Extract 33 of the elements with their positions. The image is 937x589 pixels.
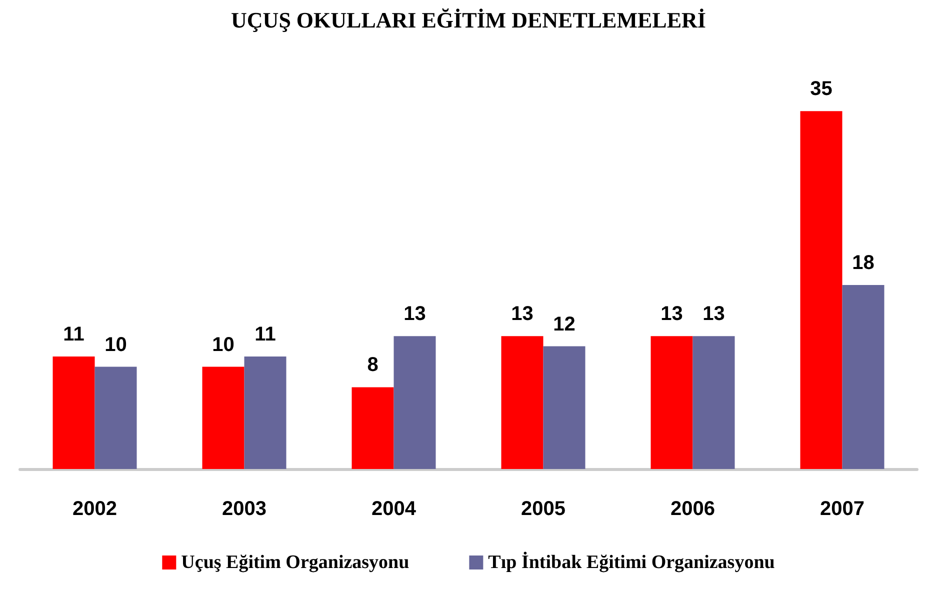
- bar: [94, 366, 137, 469]
- data-label: 13: [702, 303, 725, 326]
- bar: [52, 356, 95, 469]
- bar: [800, 111, 842, 469]
- data-label: 10: [212, 334, 234, 356]
- data-label: 8: [367, 354, 378, 376]
- x-tick-label: 2007: [820, 498, 864, 520]
- bar: [501, 336, 544, 469]
- data-label: 13: [660, 303, 683, 326]
- data-label: 35: [810, 78, 832, 100]
- bar: [842, 284, 884, 469]
- data-label: 13: [511, 303, 534, 326]
- data-label: 12: [553, 313, 576, 336]
- data-label: 11: [254, 324, 276, 346]
- x-tick-label: 2006: [670, 498, 715, 520]
- bar: [692, 336, 735, 469]
- data-label: 11: [63, 324, 84, 346]
- data-label: 18: [852, 252, 874, 274]
- x-tick-label: 2004: [372, 498, 417, 520]
- legend-label: Tıp İntibak Eğitimi Organizasyonu: [488, 551, 776, 573]
- legend-label: Uçuş Eğitim Organizasyonu: [181, 552, 410, 573]
- bar: [543, 346, 586, 469]
- x-tick-label: 2003: [222, 498, 266, 520]
- bar: [394, 336, 436, 469]
- bar: [650, 336, 693, 469]
- chart-title: UÇUŞ OKULLARI EĞİTİM DENETLEMELERİ: [231, 8, 706, 32]
- bar: [352, 387, 394, 469]
- data-label: 10: [104, 334, 127, 356]
- x-tick-label: 2002: [72, 498, 117, 520]
- bar: [244, 356, 286, 469]
- data-label: 13: [404, 303, 426, 326]
- x-tick-label: 2005: [521, 498, 566, 520]
- bar: [202, 366, 244, 469]
